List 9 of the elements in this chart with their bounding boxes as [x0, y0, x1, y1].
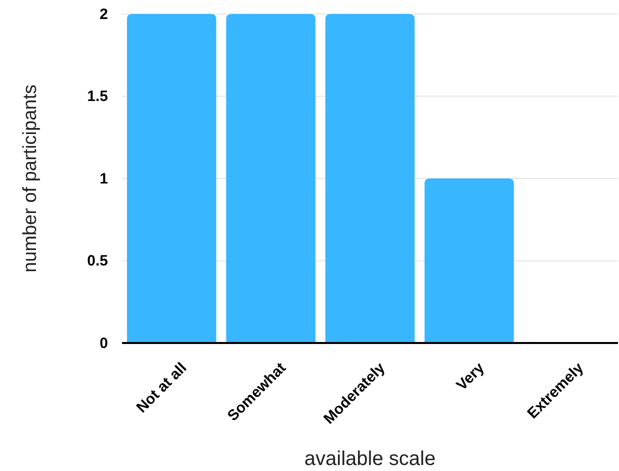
y-tick-label: 0.5 [87, 252, 108, 270]
y-tick-label: 1 [100, 170, 108, 188]
y-tick-label: 2 [100, 6, 108, 23]
y-tick-label: 1.5 [87, 88, 108, 106]
x-tick-label: Very [453, 359, 488, 394]
x-axis-title: available scale [304, 448, 436, 470]
x-tick-label: Not at all [133, 360, 190, 416]
y-tick-label: 0 [100, 334, 108, 352]
y-axis-title: number of participants [20, 84, 41, 272]
